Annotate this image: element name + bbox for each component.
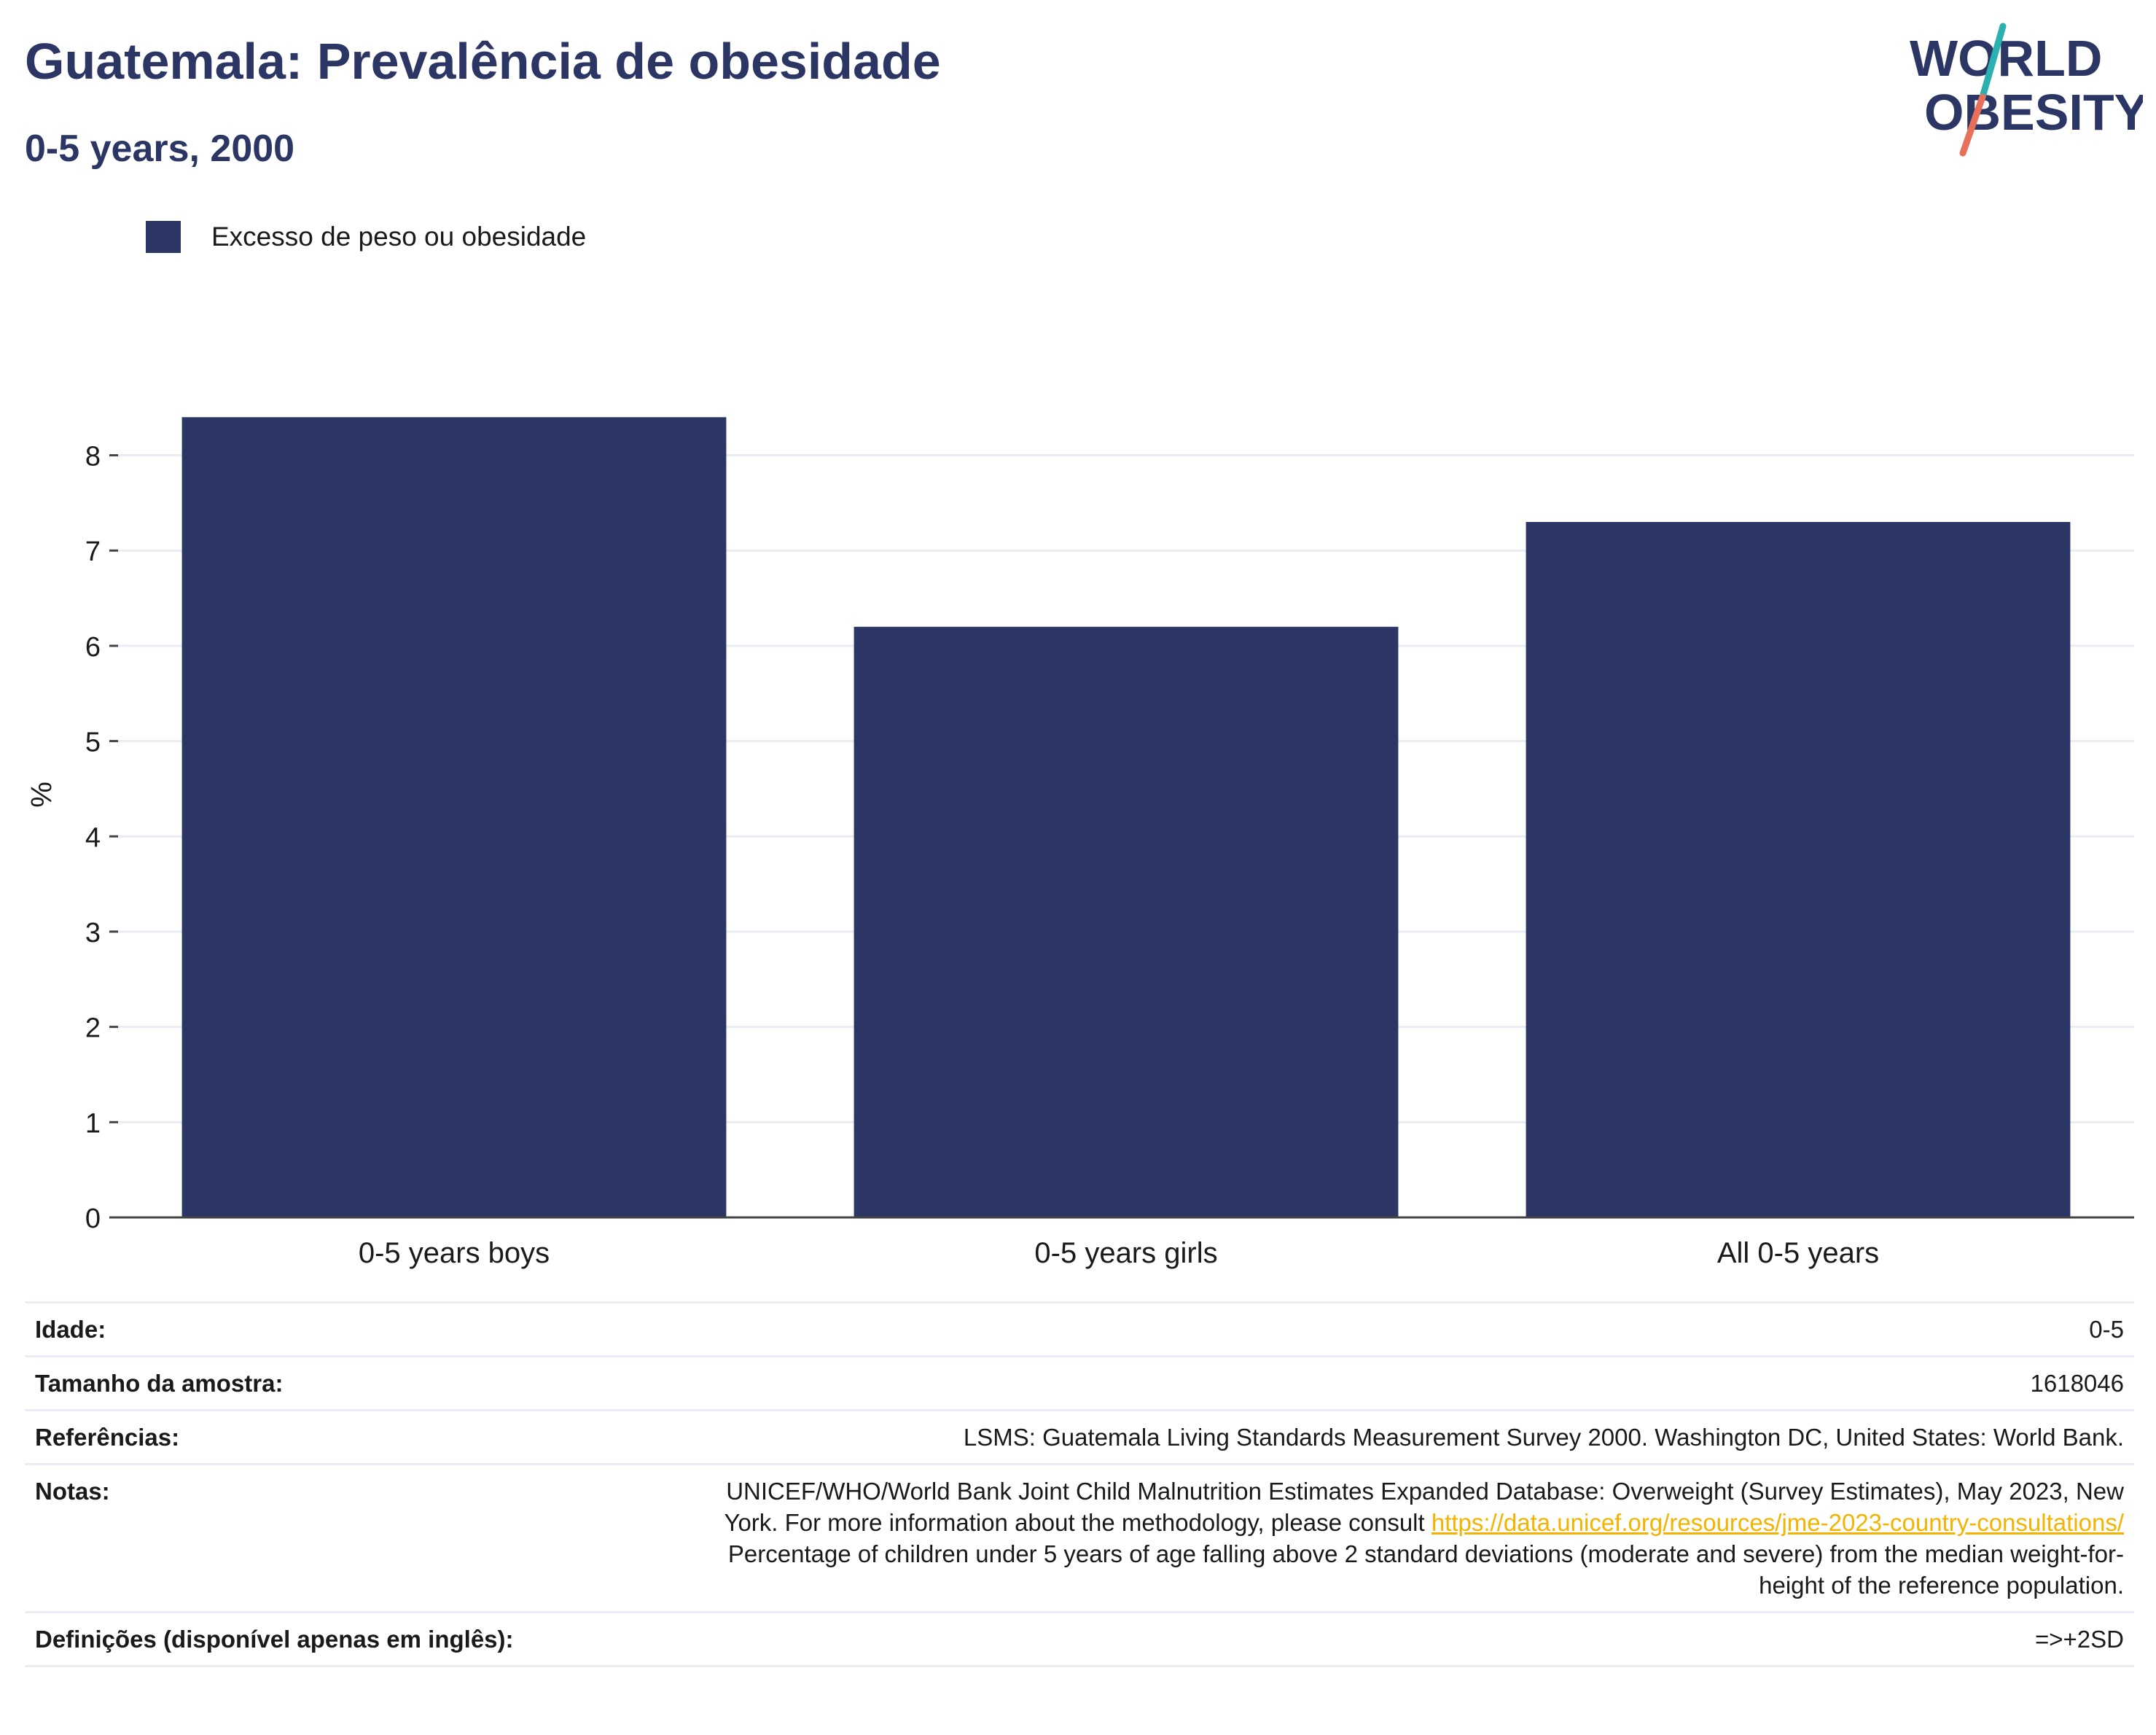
info-row-age: Idade: 0-5 [25, 1301, 2134, 1357]
info-key-notes: Notas: [25, 1463, 701, 1613]
y-tick-label: 7 [85, 537, 101, 567]
info-key-age: Idade: [25, 1301, 701, 1357]
bar-chart: 0 1 2 3 4 5 6 7 8 0-5 years boys 0-5 years girls Al… [85, 417, 2134, 1269]
x-tick-label: 0-5 years girls [1034, 1237, 1217, 1269]
bar-2 [854, 626, 1399, 1217]
y-tick-label: 2 [85, 1013, 101, 1044]
info-value-references: LSMS: Guatemala Living Standards Measure… [701, 1409, 2134, 1465]
x-tick-label: All 0-5 years [1717, 1237, 1879, 1269]
info-value-age: 0-5 [701, 1301, 2134, 1357]
info-row-sample-size: Tamanho da amostra: 1618046 [25, 1355, 2134, 1411]
logo-slash-top [1979, 23, 2007, 101]
info-row-definitions: Definições (disponível apenas em inglês)… [25, 1611, 2134, 1667]
info-key-definitions: Definições (disponível apenas em inglês)… [25, 1611, 701, 1667]
info-row-references: Referências: LSMS: Guatemala Living Stan… [25, 1409, 2134, 1465]
chart-legend: Excesso de peso ou obesidade [146, 219, 586, 255]
y-tick-label: 8 [85, 442, 101, 472]
info-key-references: Referências: [25, 1409, 701, 1465]
bar-3 [1526, 522, 2071, 1217]
y-tick-label: 1 [85, 1108, 101, 1139]
y-tick-label: 3 [85, 918, 101, 948]
info-value-notes: UNICEF/WHO/World Bank Joint Child Malnut… [701, 1463, 2134, 1613]
y-tick-label: 0 [85, 1204, 101, 1234]
notes-text-before: UNICEF/WHO/World Bank Joint Child Malnut… [724, 1478, 2124, 1536]
page-title: Guatemala: Prevalência de obesidade [25, 33, 941, 90]
info-value-sample-size: 1618046 [701, 1355, 2134, 1411]
y-tick-label: 6 [85, 632, 101, 663]
info-table: Idade: 0-5 Tamanho da amostra: 1618046 R… [25, 1301, 2134, 1667]
x-tick-label: 0-5 years boys [359, 1237, 550, 1269]
logo-text-world: WORLD [1910, 30, 2102, 87]
notes-text-after: Percentage of children under 5 years of … [727, 1540, 2124, 1599]
logo-text-obesity: OBESITY [1924, 84, 2143, 141]
methodology-link[interactable]: https://data.unicef.org/resources/jme-20… [1431, 1509, 2124, 1536]
info-row-notes: Notas: UNICEF/WHO/World Bank Joint Child… [25, 1463, 2134, 1613]
logo-slash-bottom [1959, 93, 1986, 157]
y-tick-label: 4 [85, 822, 101, 853]
info-value-definitions: =>+2SD [701, 1611, 2134, 1667]
legend-label: Excesso de peso ou obesidade [211, 222, 587, 252]
world-obesity-logo: WORLD OBESITY [1910, 23, 2143, 157]
bar-1 [181, 417, 727, 1217]
info-key-sample-size: Tamanho da amostra: [25, 1355, 701, 1411]
y-tick-label: 5 [85, 728, 101, 758]
legend-swatch [146, 221, 181, 253]
page-subtitle: 0-5 years, 2000 [25, 128, 295, 170]
